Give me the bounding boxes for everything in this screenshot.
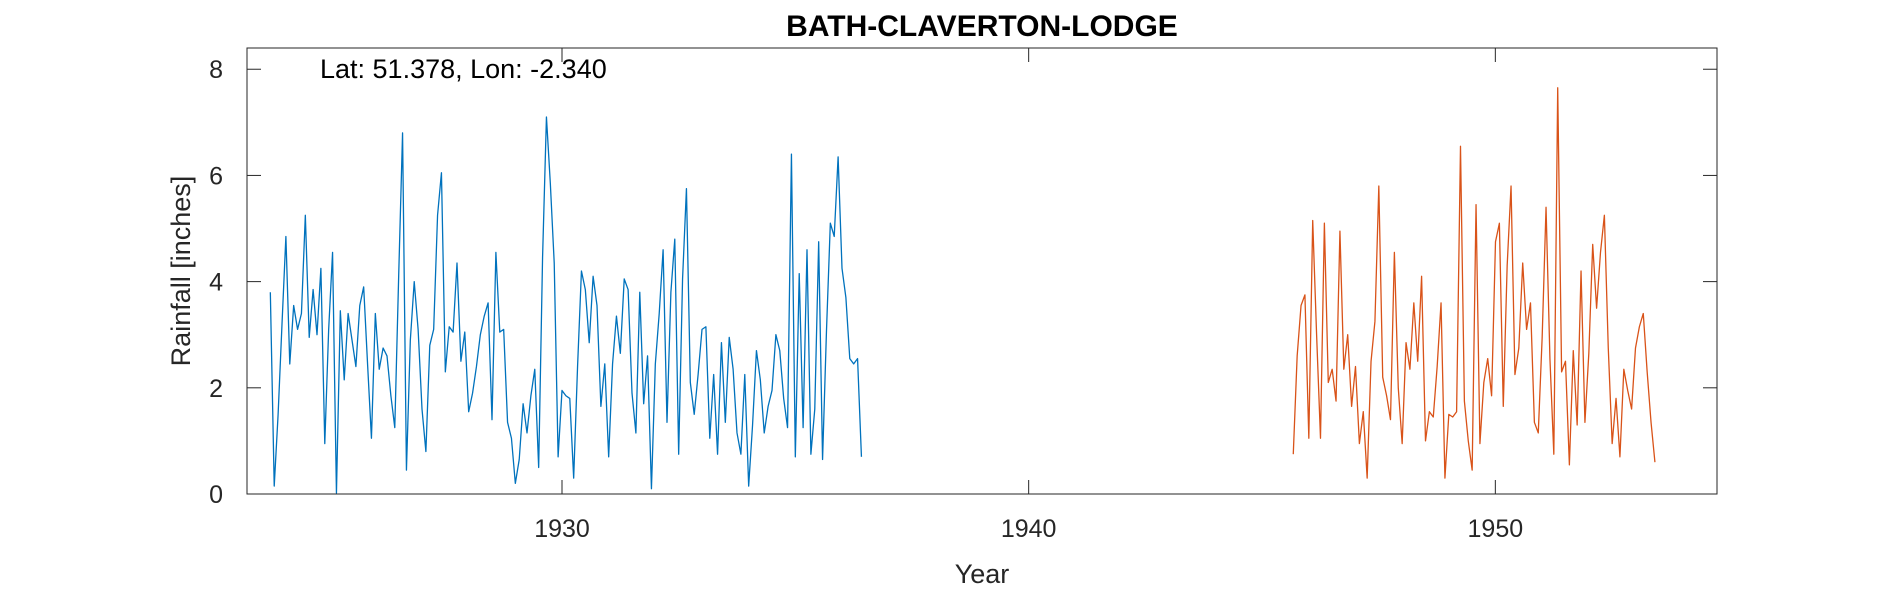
y-tick-label: 4 [209, 269, 223, 297]
x-axis-title: Year [955, 559, 1010, 589]
axis-ticks: 1930 1940 1950 0 2 4 6 8 [209, 48, 1717, 543]
x-tick-label: 1950 [1468, 515, 1524, 543]
x-tick-label: 1930 [534, 515, 590, 543]
series-line-2 [1292, 87, 1656, 479]
y-tick-label: 2 [209, 375, 223, 403]
series-layer [269, 87, 1656, 494]
y-tick-label: 8 [209, 56, 223, 84]
series-line-1 [269, 116, 863, 494]
x-tick-label: 1940 [1001, 515, 1057, 543]
y-tick-label: 0 [209, 481, 223, 509]
location-annotation: Lat: 51.378, Lon: -2.340 [320, 54, 607, 84]
y-axis-title: Rainfall [inches] [166, 176, 196, 367]
y-tick-label: 6 [209, 162, 223, 190]
chart-title: BATH-CLAVERTON-LODGE [786, 10, 1178, 43]
plot-frame [246, 47, 1718, 495]
